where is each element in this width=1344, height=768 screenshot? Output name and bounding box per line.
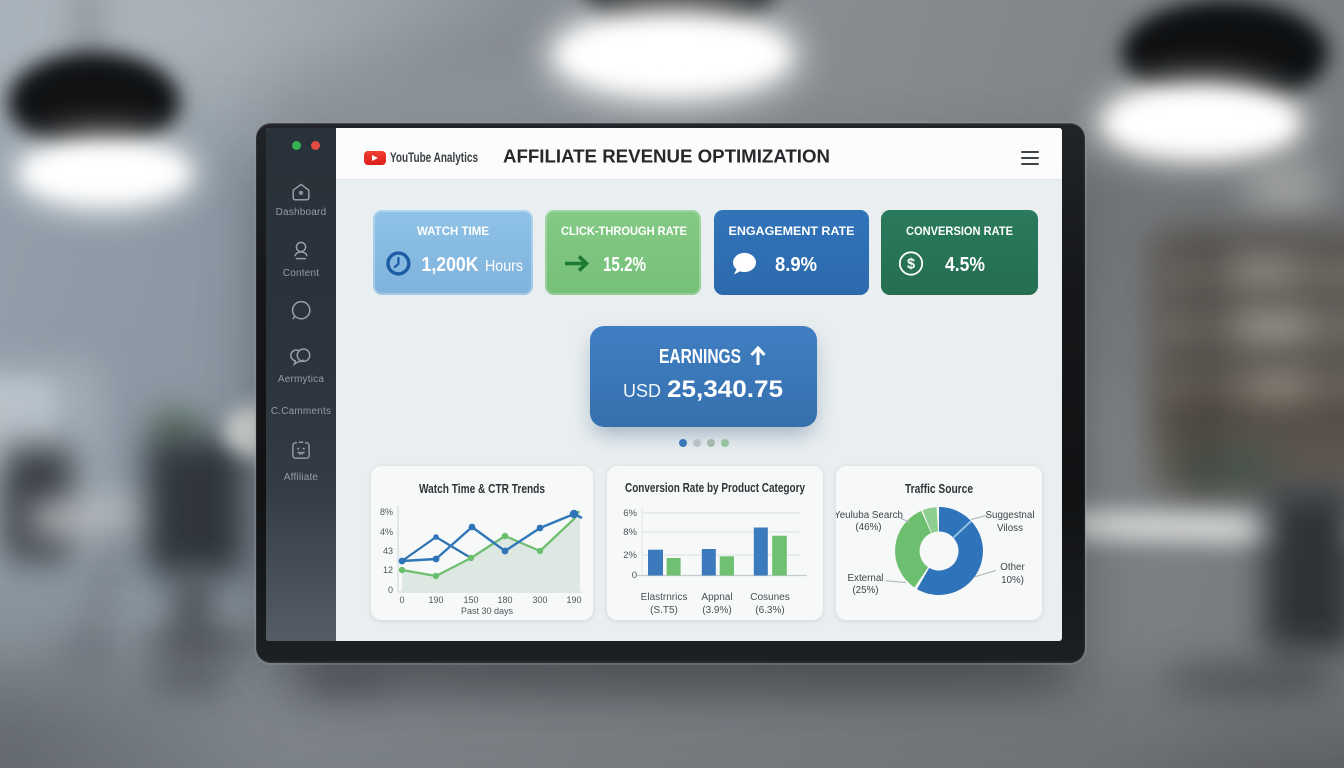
svg-text:CLICK-THROUGH RATE: CLICK-THROUGH RATE: [561, 226, 687, 238]
svg-text:WATCH TIME: WATCH TIME: [417, 226, 489, 238]
svg-text:300: 300: [532, 595, 547, 605]
svg-text:25,340.75: 25,340.75: [667, 376, 783, 403]
svg-text:(S.T5): (S.T5): [650, 605, 678, 616]
svg-text:1,200K: 1,200K: [422, 254, 479, 276]
svg-text:(46%): (46%): [855, 522, 881, 533]
svg-text:0: 0: [632, 570, 637, 581]
svg-text:USD: USD: [623, 380, 661, 401]
svg-text:Other: Other: [1000, 562, 1025, 573]
svg-text:0: 0: [388, 585, 393, 595]
svg-text:AFFILIATE REVENUE OPTIMIZATION: AFFILIATE REVENUE OPTIMIZATION: [503, 147, 830, 167]
svg-text:EARNINGS: EARNINGS: [659, 346, 741, 368]
svg-text:Appnal: Appnal: [701, 592, 732, 603]
svg-text:190: 190: [566, 595, 581, 605]
svg-text:Hours: Hours: [485, 258, 523, 275]
svg-text:4.5%: 4.5%: [945, 254, 985, 276]
svg-text:8%: 8%: [623, 527, 637, 538]
svg-text:10%): 10%): [1001, 575, 1024, 586]
svg-text:CONVERSION RATE: CONVERSION RATE: [906, 226, 1013, 238]
svg-text:12: 12: [383, 565, 393, 575]
svg-text:Cosunes: Cosunes: [750, 592, 789, 603]
svg-text:Conversion Rate by Product Cat: Conversion Rate by Product Category: [625, 480, 806, 495]
svg-text:Suggestnal: Suggestnal: [985, 510, 1034, 521]
svg-text:$: $: [907, 257, 915, 273]
svg-text:(25%): (25%): [852, 585, 878, 596]
svg-text:Elastrnrics: Elastrnrics: [641, 592, 688, 603]
svg-text:(6.3%): (6.3%): [755, 605, 784, 616]
svg-text:External: External: [848, 573, 884, 584]
svg-text:8%: 8%: [380, 507, 393, 517]
svg-text:Watch Time & CTR Trends: Watch Time & CTR Trends: [419, 481, 545, 496]
svg-text:ENGAGEMENT RATE: ENGAGEMENT RATE: [729, 226, 855, 238]
svg-text:4%: 4%: [380, 527, 393, 537]
svg-text:(3.9%): (3.9%): [702, 605, 731, 616]
svg-text:8.9%: 8.9%: [775, 254, 817, 276]
svg-text:180: 180: [497, 595, 512, 605]
svg-text:6%: 6%: [623, 508, 637, 519]
svg-text:43: 43: [383, 546, 393, 556]
svg-text:190: 190: [428, 595, 443, 605]
svg-text:Yeuluba Search: Yeuluba Search: [836, 510, 903, 521]
svg-text:15.2%: 15.2%: [603, 254, 646, 276]
svg-text:0: 0: [399, 595, 404, 605]
svg-text:YouTube Analytics: YouTube Analytics: [390, 150, 478, 165]
svg-text:Traffic Source: Traffic Source: [905, 481, 973, 496]
svg-text:2%: 2%: [623, 550, 637, 561]
svg-text:Past 30 days: Past 30 days: [461, 606, 514, 616]
svg-text:150: 150: [463, 595, 478, 605]
svg-text:Viloss: Viloss: [997, 523, 1023, 534]
